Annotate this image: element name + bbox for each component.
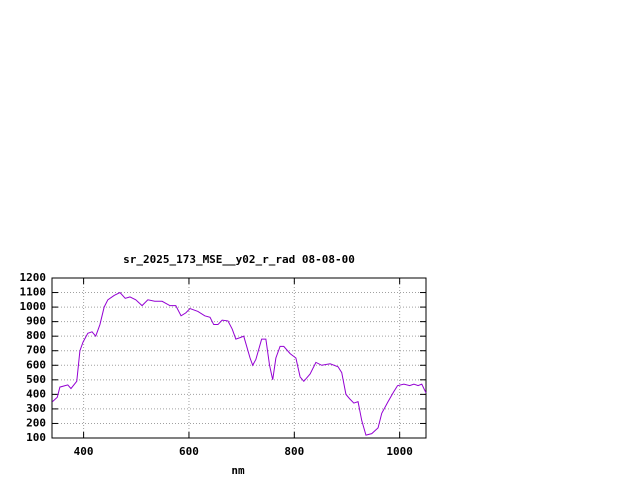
y-tick-label: 400 bbox=[26, 387, 46, 400]
y-tick-label: 1200 bbox=[20, 271, 47, 284]
plot-border bbox=[51, 277, 427, 439]
y-tick-label: 1000 bbox=[20, 300, 47, 313]
y-tick-label: 700 bbox=[26, 344, 46, 357]
x-tick-label: 600 bbox=[179, 445, 199, 458]
y-tick-label: 900 bbox=[26, 315, 46, 328]
y-tick-label: 200 bbox=[26, 416, 46, 429]
y-tick-label: 800 bbox=[26, 329, 46, 342]
x-tick-label: 1000 bbox=[386, 445, 413, 458]
x-tick-label: 800 bbox=[284, 445, 304, 458]
x-tick-label: 400 bbox=[74, 445, 94, 458]
x-axis-label: nm bbox=[231, 464, 245, 477]
data-line bbox=[52, 291, 427, 436]
y-tick-label: 500 bbox=[26, 373, 46, 386]
y-tick-label: 1100 bbox=[20, 286, 47, 299]
y-tick-label: 100 bbox=[26, 431, 46, 444]
chart-title: sr_2025_173_MSE__y02_r_rad 08-08-00 bbox=[123, 253, 355, 266]
y-tick-label: 300 bbox=[26, 402, 46, 415]
y-tick-label: 600 bbox=[26, 358, 46, 371]
